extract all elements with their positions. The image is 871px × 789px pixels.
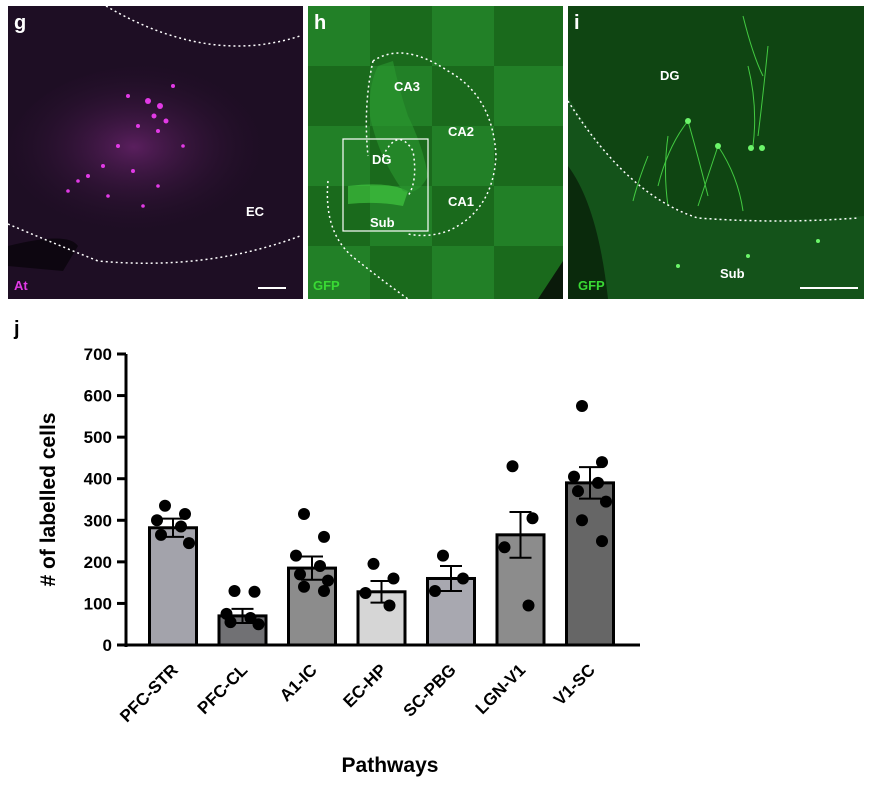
data-point	[298, 508, 310, 521]
x-tick-label-PFC-CL: PFC-CL	[194, 660, 252, 718]
micrograph-panel-g: g EC At	[8, 6, 303, 299]
x-tick-label-LGN-V1: LGN-V1	[472, 660, 530, 718]
data-point	[318, 530, 330, 543]
data-point	[457, 572, 469, 585]
region-label-ec: EC	[246, 204, 265, 219]
y-axis-title: # of labelled cells	[37, 413, 60, 587]
stain-label-at: At	[14, 278, 28, 293]
data-point	[248, 585, 261, 598]
data-point	[526, 512, 539, 525]
x-tick-label-A1-IC: A1-IC	[276, 660, 321, 705]
data-point	[290, 549, 302, 562]
region-label-ca2: CA2	[448, 124, 475, 139]
y-tick-label: 700	[84, 345, 112, 364]
stain-label-gfp-h: GFP	[313, 278, 340, 293]
x-tick-label-V1-SC: V1-SC	[550, 660, 599, 709]
data-point	[596, 456, 608, 469]
x-tick-label-EC-HP: EC-HP	[339, 660, 390, 711]
stain-label-gfp-i: GFP	[578, 278, 605, 293]
data-point	[159, 499, 171, 512]
data-point	[318, 584, 330, 597]
data-point	[322, 574, 334, 587]
data-point	[151, 514, 163, 527]
scale-bar-i	[800, 287, 858, 289]
x-tick-label-SC-PBG: SC-PBG	[400, 660, 460, 720]
y-tick-label: 400	[84, 470, 112, 489]
panel-letter-h: h	[314, 12, 327, 34]
data-point	[592, 476, 604, 489]
panel-letter-j: j	[14, 318, 20, 340]
panel-letter-g: g	[14, 12, 27, 34]
micrograph-panel-h: h CA3 CA2 DG CA1 Sub GFP	[308, 6, 563, 299]
y-tick-label: 100	[84, 594, 112, 613]
data-point	[252, 618, 265, 631]
data-point	[294, 568, 306, 581]
data-point	[228, 584, 241, 597]
micrograph-i-image	[568, 6, 864, 299]
data-point	[183, 537, 195, 550]
data-point	[522, 599, 535, 612]
data-point	[314, 560, 326, 573]
region-label-sub: Sub	[370, 215, 395, 230]
data-point	[572, 485, 584, 498]
data-point	[383, 599, 396, 612]
data-point	[387, 572, 400, 585]
data-point	[298, 580, 310, 593]
data-point	[155, 528, 167, 541]
data-point	[437, 549, 449, 562]
data-point	[506, 460, 519, 473]
y-tick-label: 300	[84, 511, 112, 530]
region-label-ca3: CA3	[394, 79, 421, 94]
micrograph-g-image	[8, 6, 303, 299]
bar-chart: 0 100 200 300 400 500 600 700 # of labelled cell…	[37, 345, 640, 777]
data-point	[576, 514, 588, 527]
y-tick-label: 500	[84, 428, 112, 447]
data-point	[498, 541, 511, 554]
region-label-ca1: CA1	[448, 194, 475, 209]
data-point	[367, 557, 380, 570]
data-point	[600, 495, 612, 508]
x-axis-title: Pathways	[342, 754, 439, 777]
data-point	[596, 535, 608, 548]
data-point	[224, 616, 237, 629]
data-point	[179, 508, 191, 521]
region-label-dg-i: DG	[660, 68, 680, 83]
data-point	[175, 520, 187, 533]
micrograph-panel-i: i DG Sub GFP	[568, 6, 864, 299]
y-tick-label: 0	[103, 636, 112, 655]
scale-bar-g	[258, 287, 286, 289]
data-point	[568, 470, 580, 483]
data-point	[429, 584, 441, 597]
data-point	[576, 399, 588, 412]
panel-letter-i: i	[574, 12, 580, 34]
y-tick-label: 600	[84, 387, 112, 406]
x-tick-label-PFC-STR: PFC-STR	[116, 660, 182, 726]
y-tick-label: 200	[84, 553, 112, 572]
region-label-dg: DG	[372, 152, 392, 167]
bar-V1-SC	[565, 481, 615, 647]
data-point	[359, 587, 372, 600]
region-label-sub-i: Sub	[720, 266, 745, 281]
micrograph-h-image	[308, 6, 563, 299]
